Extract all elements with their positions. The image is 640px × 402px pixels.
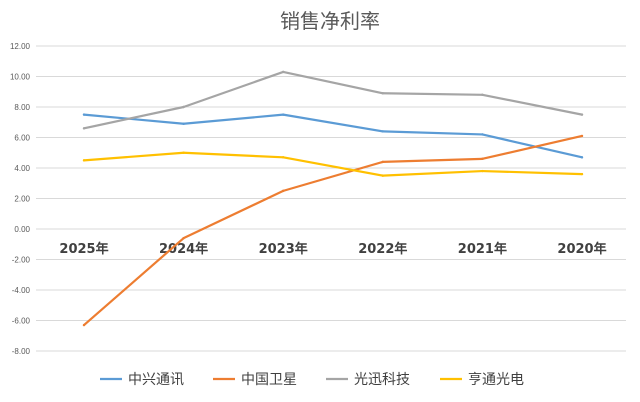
series-group bbox=[82, 134, 584, 327]
series-segment bbox=[481, 93, 584, 116]
series-segment bbox=[481, 134, 584, 160]
y-tick-label: 12.00 bbox=[10, 42, 31, 51]
series-segment bbox=[282, 160, 384, 192]
data-point bbox=[282, 70, 285, 74]
data-point bbox=[580, 113, 584, 116]
data-point bbox=[182, 151, 185, 154]
data-point bbox=[381, 92, 384, 95]
series-group bbox=[82, 70, 584, 130]
y-tick-label: 2.00 bbox=[14, 195, 30, 204]
series-segment bbox=[182, 70, 285, 109]
x-tick-label: 2024年 bbox=[159, 241, 208, 257]
data-point bbox=[282, 113, 285, 116]
data-point bbox=[82, 113, 86, 116]
x-tick-label: 2021年 bbox=[458, 241, 507, 257]
data-point bbox=[481, 93, 484, 97]
data-point bbox=[580, 156, 584, 159]
data-point bbox=[182, 236, 185, 240]
data-point bbox=[282, 156, 285, 159]
series-segment bbox=[82, 151, 185, 162]
legend: 中兴通讯 中国卫星 光迅科技 亨通光电 bbox=[100, 371, 524, 388]
x-tick-label: 2022年 bbox=[358, 241, 407, 257]
series-segment bbox=[282, 156, 384, 177]
x-axis-ticks: 2025年 2024年 2023年 2022年 2021年 2020年 bbox=[59, 241, 606, 257]
data-point bbox=[580, 172, 584, 176]
data-point bbox=[182, 122, 185, 125]
y-tick-label: -2.00 bbox=[12, 256, 31, 265]
series-lines bbox=[82, 70, 584, 327]
data-point bbox=[282, 189, 285, 193]
data-point bbox=[381, 160, 384, 164]
data-point bbox=[82, 159, 86, 162]
x-tick-label: 2020年 bbox=[557, 241, 606, 257]
chart-title: 销售净利率 bbox=[280, 9, 380, 33]
series-segment bbox=[182, 189, 285, 240]
y-tick-label: 10.00 bbox=[10, 73, 31, 82]
series-segment bbox=[481, 133, 584, 159]
y-tick-label: -8.00 bbox=[12, 347, 31, 356]
series-segment bbox=[82, 105, 185, 130]
data-point bbox=[381, 174, 384, 177]
data-point bbox=[481, 133, 484, 136]
data-point bbox=[381, 130, 384, 133]
y-tick-label: 4.00 bbox=[14, 164, 30, 173]
gridlines bbox=[36, 45, 626, 352]
series-segment bbox=[282, 113, 384, 133]
series-segment bbox=[182, 151, 285, 159]
x-tick-label: 2025年 bbox=[59, 241, 108, 257]
data-point bbox=[481, 169, 484, 173]
series-segment bbox=[82, 113, 185, 125]
series-segment bbox=[381, 157, 484, 163]
y-tick-label: 8.00 bbox=[14, 103, 30, 112]
series-segment bbox=[282, 70, 384, 95]
x-tick-label: 2023年 bbox=[259, 241, 308, 257]
y-tick-label: -4.00 bbox=[12, 286, 31, 295]
series-segment bbox=[481, 169, 584, 176]
data-point bbox=[580, 134, 584, 138]
series-segment bbox=[182, 113, 285, 125]
y-axis-ticks: 12.00 10.00 8.00 6.00 4.00 2.00 0.00 -2.00 -4.00… bbox=[10, 42, 31, 356]
series-group bbox=[82, 151, 584, 177]
legend-label: 光迅科技 bbox=[354, 372, 410, 388]
series-group bbox=[82, 113, 584, 159]
data-point bbox=[82, 323, 86, 327]
legend-label: 中兴通讯 bbox=[128, 372, 184, 388]
series-segment bbox=[82, 237, 185, 327]
legend-label: 亨通光电 bbox=[468, 371, 524, 388]
data-point bbox=[182, 105, 185, 109]
data-point bbox=[82, 127, 86, 130]
y-tick-label: 0.00 bbox=[14, 225, 30, 234]
data-point bbox=[481, 157, 484, 161]
legend-label: 中国卫星 bbox=[241, 372, 297, 388]
series-segment bbox=[381, 169, 484, 177]
series-segment bbox=[381, 130, 484, 136]
series-segment bbox=[381, 92, 484, 96]
y-tick-label: -6.00 bbox=[12, 317, 31, 326]
y-tick-label: 6.00 bbox=[14, 134, 30, 143]
